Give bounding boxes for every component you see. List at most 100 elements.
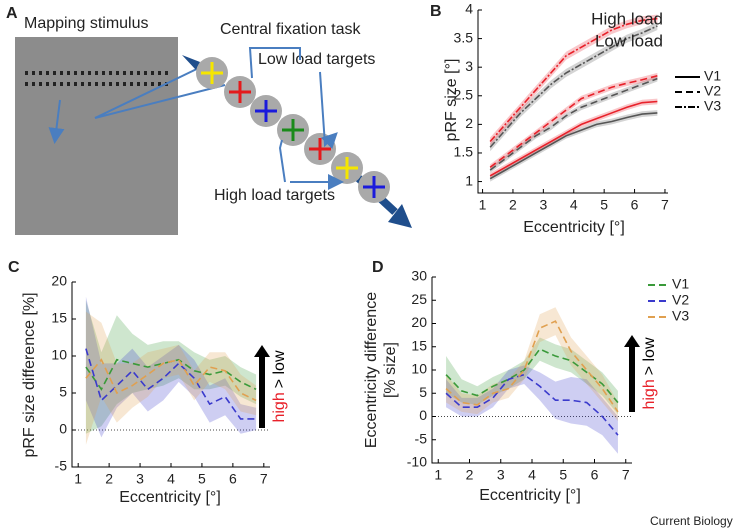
y-tick-label: 20 xyxy=(51,273,67,289)
x-tick-label: 4 xyxy=(528,467,536,483)
y-axis-label: pRF size [°] xyxy=(443,59,460,142)
y-tick-label: 2 xyxy=(465,115,473,131)
x-tick-label: 2 xyxy=(466,467,474,483)
y-tick-label: 3 xyxy=(465,58,473,74)
annotation: high > low xyxy=(271,350,288,422)
y-tick-label: 15 xyxy=(51,310,67,326)
data-line xyxy=(85,358,257,402)
x-tick-label: 2 xyxy=(509,197,517,213)
x-tick-label: 3 xyxy=(497,467,505,483)
x-tick-label: 6 xyxy=(591,467,599,483)
y-tick-label: 10 xyxy=(411,361,427,377)
data-line xyxy=(445,373,619,436)
y-tick-label: 0 xyxy=(59,421,67,437)
y-tick-label: 2.5 xyxy=(454,86,474,102)
x-tick-label: 2 xyxy=(105,471,113,487)
annotation-part: > low xyxy=(641,337,658,375)
arrow-start xyxy=(182,55,200,70)
legend-label: Low load xyxy=(595,31,663,50)
error-band xyxy=(85,300,257,434)
y-tick-label: 20 xyxy=(411,314,427,330)
panel-letter: A xyxy=(6,5,18,22)
arrow xyxy=(278,139,340,182)
data-line xyxy=(489,112,658,180)
x-tick-label: 5 xyxy=(559,467,567,483)
annotation-part: high xyxy=(271,392,288,422)
x-tick-label: 1 xyxy=(479,197,487,213)
arrow xyxy=(94,84,226,119)
annotation: high > low xyxy=(641,337,658,409)
y-tick-label: 4 xyxy=(465,1,473,17)
y-tick-label: 0 xyxy=(419,407,427,423)
x-tick-label: 7 xyxy=(661,197,669,213)
x-axis-label: Eccentricity [°] xyxy=(119,489,221,506)
data-line xyxy=(489,17,658,143)
x-axis-label: Eccentricity [°] xyxy=(479,487,581,504)
y-tick-label: 10 xyxy=(51,347,67,363)
task-label: Central fixation task xyxy=(220,21,362,38)
x-axis-label: Eccentricity [°] xyxy=(523,219,625,236)
panel-letter: C xyxy=(8,259,20,276)
x-tick-label: 1 xyxy=(434,467,442,483)
legend-label: V2 xyxy=(704,83,721,99)
legend-label: V3 xyxy=(704,98,721,114)
legend-label: V1 xyxy=(704,68,721,84)
panel-letter: D xyxy=(372,259,384,276)
x-tick-label: 4 xyxy=(167,471,175,487)
stimulus-screen xyxy=(15,37,178,235)
stimulus-label: Mapping stimulus xyxy=(24,15,149,32)
y-tick-label: -5 xyxy=(415,430,428,446)
x-tick-label: 6 xyxy=(631,197,639,213)
error-band xyxy=(446,307,618,422)
x-tick-label: 5 xyxy=(600,197,608,213)
legend-label: V1 xyxy=(672,276,689,292)
axis xyxy=(477,10,668,194)
error-band xyxy=(85,311,257,445)
x-tick-label: 1 xyxy=(74,471,82,487)
error-band xyxy=(446,365,618,454)
x-tick-label: 6 xyxy=(229,471,237,487)
legend-label: High load xyxy=(591,9,663,28)
low-load-label: Low load targets xyxy=(258,51,375,68)
error-band xyxy=(85,296,257,438)
annotation-part: > low xyxy=(271,350,288,388)
error-band xyxy=(490,72,658,171)
panel-letter: B xyxy=(430,3,442,20)
y-axis-label: Eccentricity difference xyxy=(363,292,380,448)
data-line xyxy=(489,77,658,171)
x-tick-label: 5 xyxy=(198,471,206,487)
error-band xyxy=(490,110,658,182)
annotation-arrow-head xyxy=(624,335,640,347)
data-line xyxy=(445,348,619,404)
legend-label: V3 xyxy=(672,308,689,324)
x-tick-label: 4 xyxy=(570,197,578,213)
y-tick-label: 1 xyxy=(465,172,473,188)
x-tick-label: 7 xyxy=(260,471,268,487)
y-tick-label: -10 xyxy=(407,454,427,470)
journal-footer: Current Biology xyxy=(650,514,733,528)
data-line xyxy=(445,320,619,413)
y-tick-label: -5 xyxy=(55,458,68,474)
y-tick-label: 30 xyxy=(411,268,427,284)
annotation-part: high xyxy=(641,379,658,409)
y-axis-label: [% size] xyxy=(382,342,399,398)
error-band xyxy=(490,22,658,152)
x-tick-label: 3 xyxy=(136,471,144,487)
y-tick-label: 5 xyxy=(59,384,67,400)
annotation-arrow-head xyxy=(254,345,270,357)
data-line xyxy=(489,74,658,168)
y-tick-label: 15 xyxy=(411,337,427,353)
y-tick-label: 1.5 xyxy=(454,144,474,160)
data-line xyxy=(489,100,658,177)
data-line xyxy=(489,25,658,148)
x-tick-label: 7 xyxy=(622,467,630,483)
arrow xyxy=(48,99,65,144)
x-tick-label: 3 xyxy=(539,197,547,213)
legend-label: V2 xyxy=(672,292,689,308)
stimulus-dots xyxy=(25,71,170,86)
arrow xyxy=(248,47,335,145)
arrow xyxy=(94,64,206,119)
y-axis-label: pRF size difference [%] xyxy=(21,292,38,457)
